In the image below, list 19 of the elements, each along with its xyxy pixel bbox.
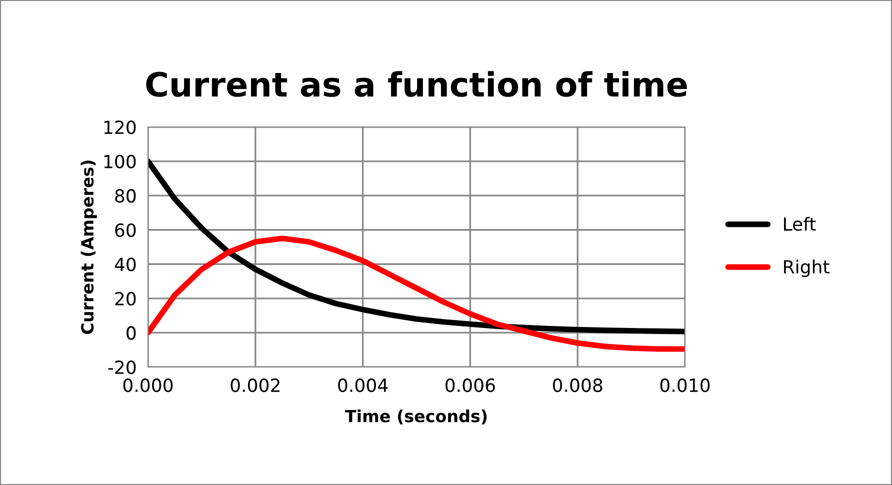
- chart-title: Current as a function of time: [146, 71, 687, 97]
- y-axis-title: Current (Amperes): [80, 160, 97, 334]
- y-tick-label: 0: [126, 326, 136, 340]
- legend-label: Left: [784, 216, 816, 231]
- y-tick-label: 40: [114, 258, 136, 272]
- x-tick-label: 0.006: [446, 378, 495, 392]
- y-tick-label: 120: [104, 120, 136, 134]
- x-tick-label: 0.000: [123, 378, 173, 392]
- y-tick-label: 20: [115, 292, 136, 306]
- y-tick-label: 60: [115, 223, 136, 237]
- y-tick-label: 80: [115, 189, 136, 203]
- x-axis-title: Time (seconds): [345, 409, 487, 424]
- y-tick-label: 100: [104, 154, 136, 168]
- x-tick-label: 0.002: [230, 378, 280, 392]
- x-tick-label: 0.004: [338, 378, 388, 392]
- legend-label: Right: [784, 260, 830, 278]
- x-tick-label: 0.010: [660, 378, 710, 392]
- y-tick-label: -20: [108, 360, 136, 374]
- x-tick-label: 0.008: [552, 378, 602, 392]
